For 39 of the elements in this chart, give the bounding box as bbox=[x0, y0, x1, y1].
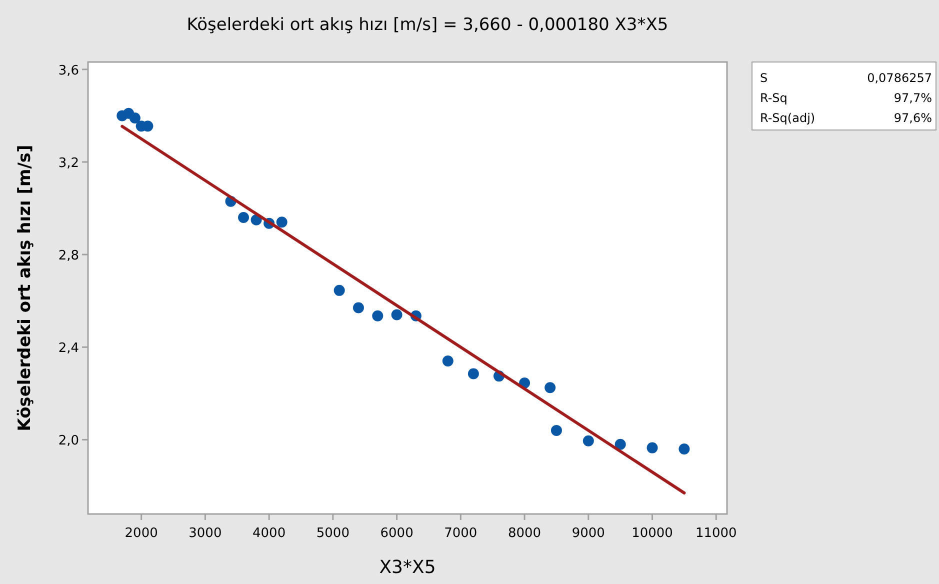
x-tick-label: 8000 bbox=[508, 526, 542, 541]
text: R-Sq(adj) bbox=[760, 111, 816, 125]
text: S bbox=[760, 71, 768, 85]
x-tick-label: 10000 bbox=[632, 526, 673, 541]
point bbox=[544, 382, 556, 394]
x-tick-label: 6000 bbox=[380, 526, 414, 541]
x-tick-label: 3000 bbox=[188, 526, 222, 541]
chart-title: Köşelerdeki ort akış hızı [m/s] = 3,660 - 0,000180 X3*X5 bbox=[186, 15, 668, 35]
point bbox=[372, 310, 384, 322]
x-tick-label: 9000 bbox=[572, 526, 605, 541]
point bbox=[442, 356, 454, 367]
x-tick-label: 2000 bbox=[124, 526, 158, 541]
point bbox=[276, 216, 288, 228]
point bbox=[391, 309, 402, 320]
point bbox=[646, 442, 658, 454]
point bbox=[678, 443, 690, 454]
point bbox=[468, 368, 479, 380]
y-tick-label: 3,2 bbox=[58, 156, 79, 171]
y-tick-label: 3,6 bbox=[58, 63, 79, 78]
point bbox=[614, 438, 626, 450]
point bbox=[550, 424, 562, 436]
point bbox=[129, 112, 140, 124]
x-tick-label: 7000 bbox=[444, 526, 478, 541]
x-tick-label: 4000 bbox=[252, 526, 286, 541]
point bbox=[238, 212, 250, 224]
point bbox=[352, 302, 364, 314]
text: 97,6% bbox=[894, 111, 932, 125]
text: R-Sq bbox=[760, 91, 788, 105]
x-tick-label: 5000 bbox=[316, 526, 350, 541]
y-tick-label: 2,8 bbox=[58, 248, 79, 264]
text: 0,0786257 bbox=[867, 71, 932, 85]
y-tick-label: 2,4 bbox=[58, 341, 79, 356]
y-tick-label: 2,0 bbox=[58, 434, 79, 449]
y-axis-title: Köşelerdeki ort akış hızı [m/s] bbox=[15, 144, 35, 432]
text: 97,7% bbox=[894, 91, 932, 105]
point bbox=[582, 435, 594, 446]
x-tick-label: 11000 bbox=[695, 526, 737, 541]
x-axis-title: X3*X5 bbox=[379, 557, 436, 578]
point bbox=[334, 284, 345, 296]
